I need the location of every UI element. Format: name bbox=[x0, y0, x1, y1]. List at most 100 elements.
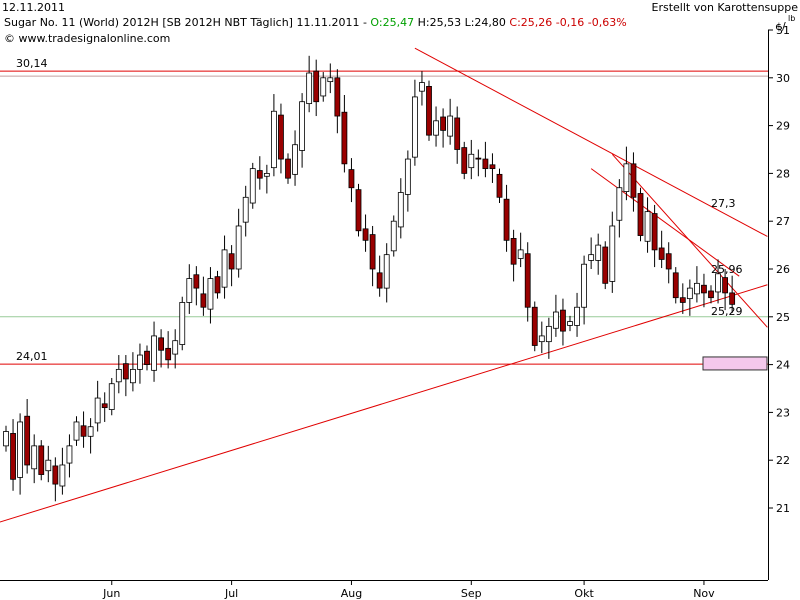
candle-body bbox=[383, 254, 390, 289]
x-tick-label: Okt bbox=[574, 587, 594, 600]
x-tick-label: Aug bbox=[341, 587, 362, 600]
y-tick-label: 30 bbox=[776, 72, 790, 85]
date-label: 12.11.2011 bbox=[2, 1, 65, 14]
candle-body bbox=[609, 225, 616, 282]
x-axis: Jun Jul Aug Sep Okt Nov bbox=[102, 580, 715, 600]
candle bbox=[320, 72, 327, 102]
candle-body bbox=[503, 198, 510, 241]
unit-label: ¢/ bbox=[775, 20, 786, 33]
candle-body bbox=[179, 302, 186, 345]
candle-body bbox=[278, 114, 284, 160]
candle bbox=[3, 425, 9, 452]
candle-body bbox=[538, 335, 545, 343]
candle-body bbox=[87, 426, 94, 437]
candle-body bbox=[327, 77, 334, 83]
candle bbox=[214, 270, 221, 299]
candle bbox=[658, 230, 665, 269]
candle bbox=[249, 162, 256, 209]
y-tick-label: 31 bbox=[776, 24, 790, 37]
candle bbox=[87, 418, 94, 454]
candle-body bbox=[24, 415, 31, 466]
chart-header: Sugar No. 11 (World) 2012H [SB 2012H NBT… bbox=[4, 16, 627, 29]
candle-body bbox=[151, 335, 157, 371]
candle-body bbox=[137, 354, 143, 370]
candle-body bbox=[66, 445, 73, 464]
candle bbox=[468, 139, 475, 180]
candle-body bbox=[616, 187, 623, 221]
candle bbox=[45, 445, 52, 483]
y-tick-label: 29 bbox=[776, 120, 790, 133]
candle-body bbox=[553, 311, 559, 329]
candle bbox=[376, 255, 383, 297]
candle bbox=[609, 211, 616, 293]
trendline-layer: 30,14 24,01 bbox=[0, 47, 768, 523]
candle bbox=[426, 80, 432, 141]
candle-body bbox=[595, 244, 602, 261]
candle bbox=[531, 301, 538, 352]
candle bbox=[327, 63, 334, 94]
change-value: -0,16 bbox=[556, 16, 584, 29]
candle-body bbox=[419, 82, 425, 92]
candle bbox=[362, 214, 369, 252]
candle-body bbox=[59, 464, 66, 487]
candle-body bbox=[235, 225, 242, 270]
overlay-layer: 27,3 25,96 25,29 bbox=[702, 197, 768, 371]
candle-body bbox=[404, 158, 411, 195]
candle-body bbox=[108, 383, 115, 410]
candle bbox=[115, 355, 122, 394]
candle-body bbox=[390, 220, 397, 252]
candle bbox=[637, 187, 644, 242]
candle bbox=[644, 197, 651, 253]
candle-body bbox=[369, 234, 376, 270]
candle-body bbox=[3, 431, 9, 447]
candle bbox=[496, 168, 503, 204]
candle bbox=[270, 94, 277, 177]
candle-body bbox=[454, 117, 461, 150]
candle-body bbox=[651, 213, 658, 251]
candle-body bbox=[496, 173, 503, 198]
candle bbox=[701, 273, 707, 308]
candle bbox=[454, 106, 461, 164]
candle-body bbox=[165, 347, 172, 361]
candle-body bbox=[10, 433, 16, 480]
candle bbox=[129, 352, 136, 392]
candle-body bbox=[80, 425, 87, 437]
candle-body bbox=[630, 163, 637, 198]
candle-body bbox=[686, 287, 693, 300]
candle-body bbox=[440, 116, 447, 131]
candle bbox=[390, 215, 397, 257]
high-value: H:25,53 bbox=[418, 16, 461, 29]
candle-body bbox=[186, 278, 193, 303]
candle bbox=[228, 245, 235, 287]
candle-body bbox=[129, 368, 136, 384]
candle bbox=[651, 204, 658, 268]
candle-body bbox=[122, 363, 129, 380]
candle bbox=[517, 232, 524, 268]
candle bbox=[567, 315, 573, 332]
candle-body bbox=[581, 263, 587, 308]
candle bbox=[278, 103, 284, 174]
candle bbox=[299, 93, 306, 168]
candle-body bbox=[249, 168, 256, 204]
candle-body bbox=[17, 421, 24, 478]
candle bbox=[630, 152, 637, 212]
candle bbox=[221, 235, 228, 299]
candle-body bbox=[433, 120, 439, 136]
candle-body bbox=[475, 157, 482, 160]
candle bbox=[101, 392, 108, 422]
candle-body bbox=[292, 144, 298, 175]
candle-body bbox=[207, 278, 214, 310]
candle bbox=[52, 457, 59, 502]
candle bbox=[461, 141, 468, 180]
candle bbox=[475, 149, 482, 177]
candle bbox=[503, 184, 510, 252]
candle bbox=[151, 321, 157, 382]
candlestick-chart: 30,14 24,01 27,3 25,96 25,29 21 22 23 24 25 26 27… bbox=[0, 15, 800, 600]
candle bbox=[207, 267, 214, 324]
candle-body bbox=[256, 170, 263, 179]
x-tick-label: Jul bbox=[224, 587, 238, 600]
candle bbox=[38, 440, 45, 481]
candle-body bbox=[270, 110, 277, 169]
candle bbox=[722, 269, 728, 311]
candle-body bbox=[306, 72, 313, 105]
